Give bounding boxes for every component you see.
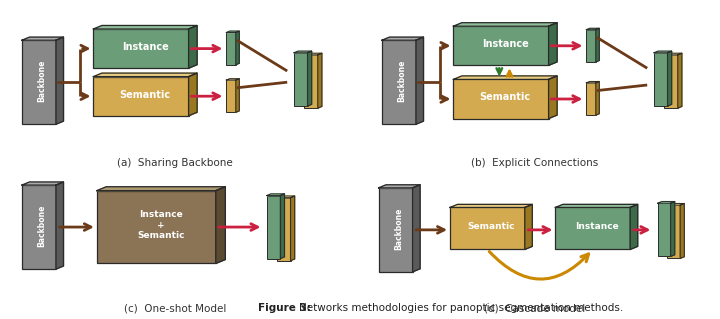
- Polygon shape: [454, 76, 557, 79]
- Polygon shape: [454, 23, 557, 26]
- Bar: [294, 53, 307, 106]
- Text: Instance
+
Semantic: Instance + Semantic: [138, 210, 185, 240]
- Polygon shape: [304, 53, 322, 55]
- Polygon shape: [555, 204, 638, 207]
- Polygon shape: [56, 37, 63, 124]
- Polygon shape: [226, 79, 239, 80]
- Text: Figure 3:: Figure 3:: [258, 303, 310, 313]
- Bar: [450, 207, 525, 249]
- Bar: [382, 40, 416, 124]
- Polygon shape: [596, 81, 599, 115]
- Polygon shape: [667, 51, 672, 106]
- Text: (b)  Explicit Connections: (b) Explicit Connections: [472, 159, 598, 168]
- Bar: [267, 196, 280, 259]
- Bar: [277, 198, 291, 261]
- Text: Semantic: Semantic: [120, 90, 171, 100]
- Polygon shape: [96, 187, 225, 191]
- Bar: [304, 55, 318, 108]
- Polygon shape: [22, 37, 63, 40]
- Polygon shape: [56, 182, 63, 269]
- Polygon shape: [630, 204, 638, 249]
- Text: Backbone: Backbone: [394, 207, 403, 250]
- Polygon shape: [277, 196, 294, 198]
- Polygon shape: [413, 185, 420, 272]
- Bar: [96, 191, 216, 263]
- Bar: [454, 26, 549, 65]
- Text: Backbone: Backbone: [37, 60, 47, 102]
- Text: Backbone: Backbone: [397, 60, 407, 102]
- Polygon shape: [658, 202, 675, 203]
- Polygon shape: [450, 204, 532, 207]
- Polygon shape: [280, 194, 284, 259]
- Text: (c)  One-shot Model: (c) One-shot Model: [124, 303, 226, 313]
- Polygon shape: [22, 182, 63, 185]
- Polygon shape: [549, 23, 557, 65]
- Bar: [94, 29, 189, 68]
- Text: Semantic: Semantic: [480, 92, 531, 102]
- Bar: [658, 203, 670, 256]
- Polygon shape: [680, 204, 684, 258]
- Polygon shape: [549, 76, 557, 119]
- Text: Networks methodologies for panoptic segmentation methods.: Networks methodologies for panoptic segm…: [299, 303, 623, 313]
- Polygon shape: [189, 73, 197, 116]
- Polygon shape: [379, 185, 420, 188]
- Text: Instance: Instance: [122, 42, 168, 52]
- Polygon shape: [667, 204, 684, 205]
- Bar: [22, 40, 56, 124]
- Polygon shape: [94, 73, 197, 77]
- Polygon shape: [416, 37, 423, 124]
- Text: (a)  Sharing Backbone: (a) Sharing Backbone: [117, 159, 233, 168]
- Polygon shape: [216, 187, 225, 263]
- Polygon shape: [665, 53, 682, 55]
- Polygon shape: [307, 51, 312, 106]
- Polygon shape: [94, 26, 197, 29]
- Bar: [586, 83, 596, 115]
- Polygon shape: [670, 202, 675, 256]
- Polygon shape: [525, 204, 532, 249]
- Polygon shape: [318, 53, 322, 108]
- Polygon shape: [226, 31, 239, 33]
- Polygon shape: [291, 196, 294, 261]
- Polygon shape: [236, 31, 239, 65]
- Polygon shape: [236, 79, 239, 112]
- Bar: [586, 30, 596, 62]
- Bar: [667, 205, 680, 258]
- Polygon shape: [382, 37, 423, 40]
- Bar: [94, 77, 189, 116]
- Text: (d)  Cascade model: (d) Cascade model: [485, 303, 585, 313]
- Polygon shape: [586, 81, 599, 83]
- Bar: [379, 188, 413, 272]
- Polygon shape: [294, 51, 312, 53]
- Bar: [665, 55, 678, 108]
- Bar: [226, 80, 236, 112]
- Polygon shape: [586, 28, 599, 30]
- Bar: [226, 33, 236, 65]
- Polygon shape: [596, 28, 599, 62]
- Polygon shape: [267, 194, 284, 196]
- Text: Backbone: Backbone: [37, 205, 47, 247]
- Bar: [454, 79, 549, 119]
- Text: Instance: Instance: [482, 39, 528, 49]
- Text: Semantic: Semantic: [467, 222, 515, 231]
- Polygon shape: [678, 53, 682, 108]
- Bar: [555, 207, 630, 249]
- Bar: [654, 53, 667, 106]
- Polygon shape: [189, 26, 197, 68]
- Text: Instance: Instance: [575, 222, 618, 231]
- Polygon shape: [654, 51, 672, 53]
- Bar: [22, 185, 56, 269]
